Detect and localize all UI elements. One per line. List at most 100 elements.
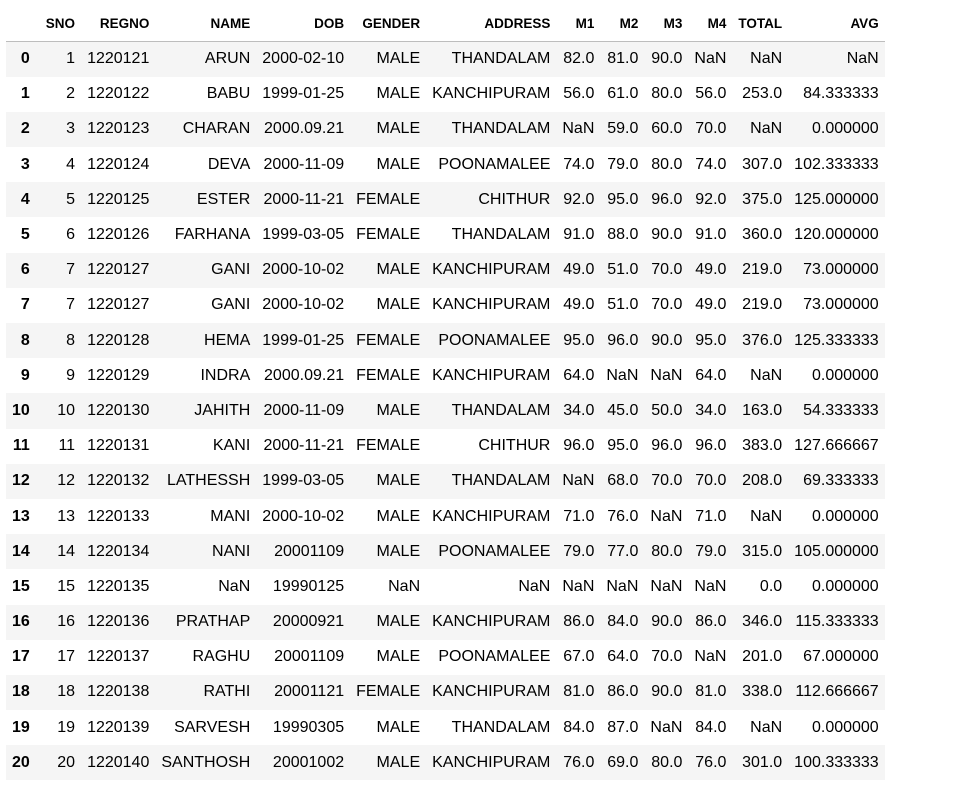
cell-m3: 90.0 — [651, 613, 683, 631]
cell-m2: 69.0 — [607, 753, 639, 771]
cell-name: BABU — [206, 85, 251, 103]
cell-name: KANI — [212, 437, 251, 455]
cell-m4: 91.0 — [695, 226, 727, 244]
cell-gender: FEMALE — [356, 683, 421, 701]
column-header-m4: M4 — [688, 6, 733, 42]
cell-name: CHARAN — [182, 120, 251, 138]
cell-m1: NaN — [562, 120, 595, 138]
cell-m3: 96.0 — [651, 437, 683, 455]
cell-gender: MALE — [376, 648, 421, 666]
cell-m4: 84.0 — [695, 718, 727, 736]
cell-avg: 0.000000 — [811, 577, 879, 595]
cell-m2: 59.0 — [607, 120, 639, 138]
cell-m1: 56.0 — [563, 85, 595, 103]
column-header-address: ADDRESS — [426, 6, 557, 42]
cell-name: JAHITH — [194, 401, 251, 419]
table-row: 17 17 1220137 RAGHU 20001109 MALE POONAMALEE 67… — [6, 640, 885, 675]
cell-total: 315.0 — [742, 542, 783, 560]
cell-regno: 1220134 — [87, 542, 150, 560]
row-index: 14 — [12, 542, 30, 560]
cell-m4: 34.0 — [695, 401, 727, 419]
cell-total: 375.0 — [742, 190, 783, 208]
cell-m4: 64.0 — [695, 366, 727, 384]
cell-regno: 1220127 — [87, 296, 150, 314]
cell-total: 0.0 — [759, 577, 783, 595]
cell-avg: 125.000000 — [794, 190, 879, 208]
cell-m4: 79.0 — [695, 542, 727, 560]
cell-sno: 7 — [66, 296, 76, 314]
cell-regno: 1220139 — [87, 718, 150, 736]
cell-regno: 1220131 — [87, 437, 150, 455]
cell-gender: MALE — [376, 85, 421, 103]
cell-sno: 11 — [58, 437, 76, 455]
cell-name: MANI — [210, 507, 251, 525]
cell-dob: 2000-11-09 — [263, 155, 345, 173]
cell-address: POONAMALEE — [438, 331, 551, 349]
cell-m2: 88.0 — [607, 226, 639, 244]
cell-sno: 18 — [57, 683, 76, 701]
cell-m3: NaN — [650, 577, 683, 595]
cell-dob: 19990125 — [272, 577, 345, 595]
cell-m2: 81.0 — [607, 50, 639, 68]
cell-m1: 84.0 — [563, 718, 595, 736]
cell-gender: MALE — [376, 753, 421, 771]
cell-regno: 1220133 — [87, 507, 150, 525]
cell-total: 383.0 — [742, 437, 783, 455]
cell-m1: 67.0 — [563, 648, 595, 666]
cell-address: CHITHUR — [478, 190, 551, 208]
cell-gender: MALE — [376, 120, 421, 138]
table-row: 5 6 1220126 FARHANA 1999-03-05 FEMALE THANDALA… — [6, 217, 885, 252]
cell-address: KANCHIPURAM — [432, 613, 551, 631]
row-index: 9 — [20, 366, 30, 384]
row-index: 11 — [12, 437, 30, 455]
cell-regno: 1220135 — [87, 577, 150, 595]
row-index: 10 — [12, 401, 30, 419]
cell-regno: 1220123 — [87, 120, 150, 138]
cell-m3: NaN — [650, 507, 683, 525]
table-row: 15 15 1220135 NaN 19990125 NaN NaN NaN NaN NaN NaN… — [6, 569, 885, 604]
cell-avg: 102.333333 — [794, 155, 879, 173]
cell-avg: 73.000000 — [803, 261, 879, 279]
table-row: 20 20 1220140 SANTHOSH 20001002 MALE KANCHIPUR… — [6, 745, 885, 781]
cell-name: LATHESSH — [166, 472, 251, 490]
row-index: 5 — [20, 226, 30, 244]
column-header-total: TOTAL — [732, 6, 789, 42]
cell-m2: NaN — [606, 577, 639, 595]
cell-dob: 2000-10-02 — [262, 296, 345, 314]
column-header-m1: M1 — [556, 6, 601, 42]
cell-m1: NaN — [562, 472, 595, 490]
cell-m4: NaN — [694, 648, 727, 666]
table-row: 2 3 1220123 CHARAN 2000.09.21 MALE THANDALAM Na… — [6, 111, 885, 148]
column-header-index — [6, 6, 40, 42]
cell-dob: 2000-02-10 — [262, 50, 345, 68]
table-row: 13 13 1220133 MANI 2000-10-02 MALE KANCHIPURAM… — [6, 499, 885, 534]
cell-sno: 7 — [66, 261, 76, 279]
cell-name: ARUN — [204, 50, 251, 68]
cell-gender: MALE — [376, 261, 421, 279]
cell-total: 219.0 — [742, 261, 783, 279]
cell-gender: MALE — [376, 542, 421, 560]
cell-regno: 1220126 — [87, 226, 150, 244]
cell-dob: 20001109 — [274, 648, 345, 666]
cell-m3: 80.0 — [651, 85, 683, 103]
column-header-m2: M2 — [600, 6, 645, 42]
cell-dob: 2000.09.21 — [264, 120, 345, 138]
cell-name: NaN — [218, 577, 251, 595]
cell-gender: FEMALE — [356, 226, 421, 244]
cell-regno: 1220125 — [87, 190, 150, 208]
cell-m3: NaN — [650, 366, 683, 384]
dataframe-table: SNO REGNO NAME DOB GENDER ADDRESS M1 M2 M3 M4 TOTA… — [6, 6, 885, 781]
cell-address: KANCHIPURAM — [432, 366, 551, 384]
cell-m2: 95.0 — [607, 437, 639, 455]
cell-m2: 51.0 — [607, 296, 639, 314]
cell-m1: NaN — [562, 577, 595, 595]
table-row: 12 12 1220132 LATHESSH 1999-03-05 MALE THANDAL… — [6, 463, 885, 499]
cell-gender: FEMALE — [356, 190, 421, 208]
cell-avg: 54.333333 — [803, 401, 879, 419]
cell-m2: 79.0 — [607, 155, 639, 173]
cell-m4: 95.0 — [695, 331, 727, 349]
table-row: 1 2 1220122 BABU 1999-01-25 MALE KANCHIPURAM 56… — [6, 77, 885, 112]
cell-m4: 71.0 — [695, 507, 727, 525]
cell-dob: 2000-11-09 — [263, 401, 345, 419]
cell-dob: 2000-11-21 — [263, 190, 345, 208]
